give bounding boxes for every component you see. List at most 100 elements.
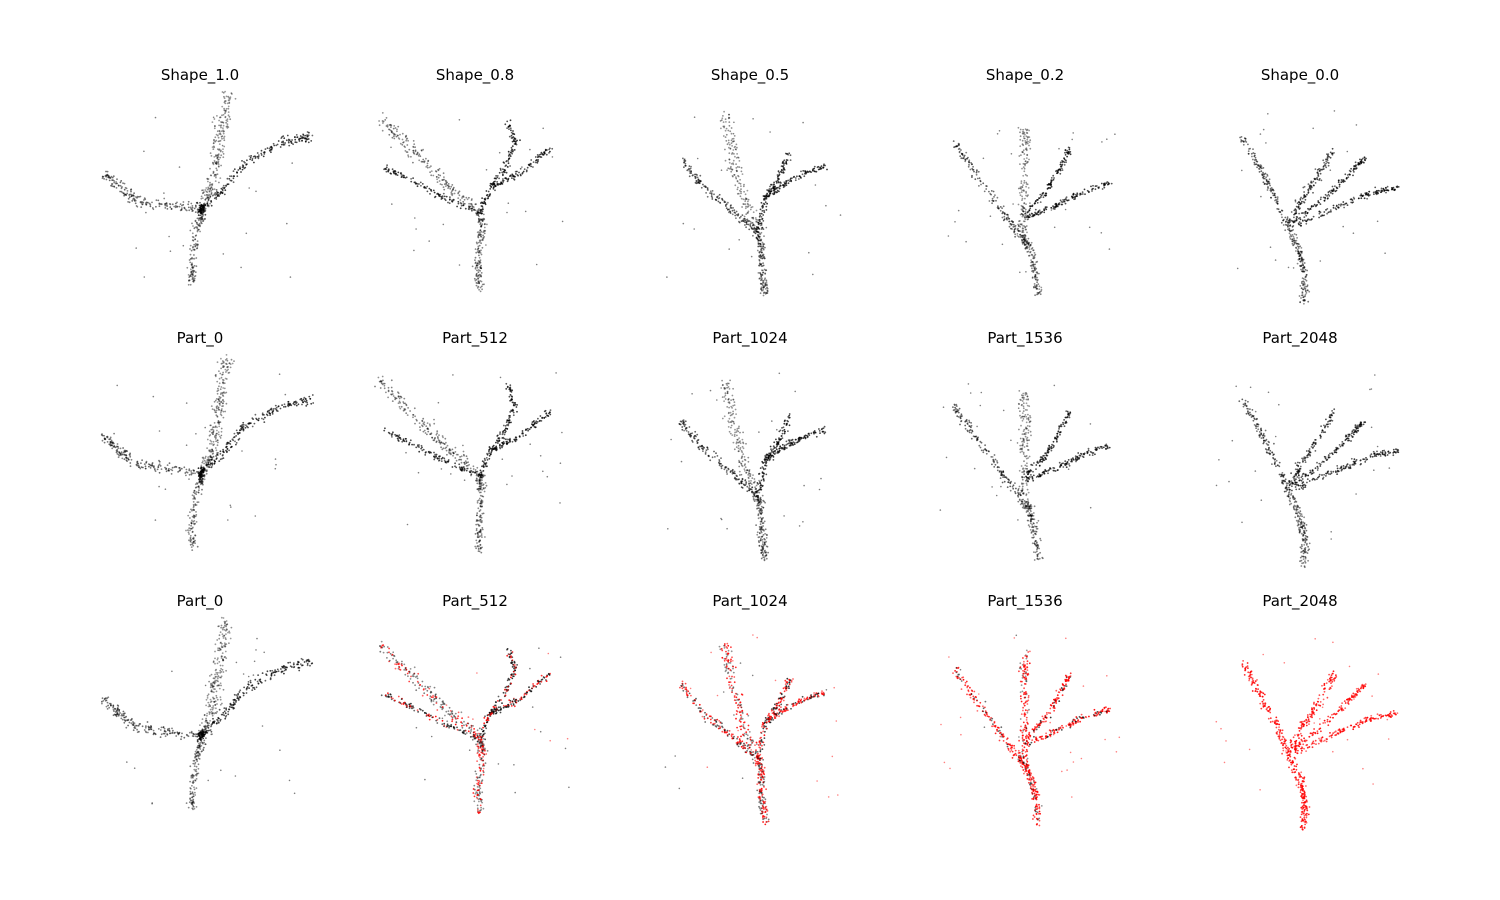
point (1352, 232, 1355, 234)
point (403, 145, 406, 148)
point (217, 441, 219, 444)
point-cloud (1236, 110, 1400, 305)
point (1029, 251, 1031, 254)
point (209, 194, 211, 197)
point (179, 203, 182, 205)
point (482, 512, 485, 515)
point (1291, 234, 1294, 236)
point (200, 482, 203, 485)
point (302, 136, 305, 139)
point (393, 135, 395, 138)
point (217, 420, 220, 422)
point (222, 382, 225, 385)
point (1064, 151, 1066, 154)
point (219, 453, 222, 455)
point (191, 527, 194, 530)
point (688, 170, 691, 172)
point (290, 142, 293, 144)
point (755, 230, 758, 233)
point (1306, 211, 1309, 214)
point (207, 198, 210, 201)
point (216, 169, 218, 172)
point (388, 133, 391, 136)
point (1318, 179, 1321, 181)
point (731, 209, 734, 212)
point (213, 118, 216, 120)
point (221, 114, 223, 117)
point (226, 118, 229, 121)
point (475, 282, 478, 284)
point (219, 388, 222, 391)
point (202, 191, 205, 194)
point (223, 382, 226, 385)
point (192, 526, 194, 529)
point (747, 211, 749, 214)
point (467, 208, 470, 210)
point (738, 220, 740, 223)
point (400, 173, 403, 176)
point (478, 219, 481, 222)
point (266, 414, 269, 417)
point (460, 455, 463, 458)
point (732, 159, 735, 162)
point (763, 257, 766, 260)
point (796, 175, 798, 178)
point (744, 193, 747, 196)
point (221, 378, 224, 381)
point (220, 386, 223, 388)
point (1296, 237, 1298, 239)
point (203, 203, 205, 206)
point (481, 482, 483, 484)
point (537, 158, 539, 161)
point (224, 115, 227, 118)
point (479, 229, 482, 232)
point (1307, 207, 1309, 210)
point (173, 466, 176, 469)
point (224, 189, 227, 192)
point (272, 408, 275, 410)
point (753, 224, 756, 227)
point (421, 420, 424, 423)
point (509, 127, 512, 130)
point (158, 471, 161, 474)
point (204, 461, 207, 463)
point (482, 483, 485, 486)
point (184, 472, 187, 474)
point (1023, 225, 1026, 228)
point (192, 281, 195, 283)
point (222, 450, 225, 453)
point (191, 236, 194, 238)
point (451, 193, 454, 195)
point (444, 185, 447, 187)
point (109, 444, 112, 447)
point (226, 125, 229, 127)
point (777, 181, 780, 183)
point (1028, 246, 1031, 248)
point (479, 540, 481, 542)
point (1061, 169, 1064, 171)
point (1294, 212, 1296, 215)
point (1024, 208, 1027, 211)
point (210, 201, 213, 203)
point (481, 208, 484, 211)
point (749, 223, 752, 226)
point (826, 168, 828, 171)
point (224, 100, 227, 102)
point (163, 197, 166, 200)
point (775, 191, 778, 194)
point (415, 228, 417, 230)
point (766, 286, 768, 289)
point (1026, 154, 1029, 157)
point (218, 400, 221, 402)
point (994, 194, 996, 196)
point (1019, 187, 1022, 190)
point (483, 232, 486, 235)
point (216, 444, 219, 447)
point (271, 413, 274, 415)
point (761, 280, 764, 282)
point (1359, 194, 1362, 197)
point (773, 192, 776, 195)
point (512, 178, 515, 180)
point (1031, 277, 1034, 279)
point (418, 422, 421, 424)
